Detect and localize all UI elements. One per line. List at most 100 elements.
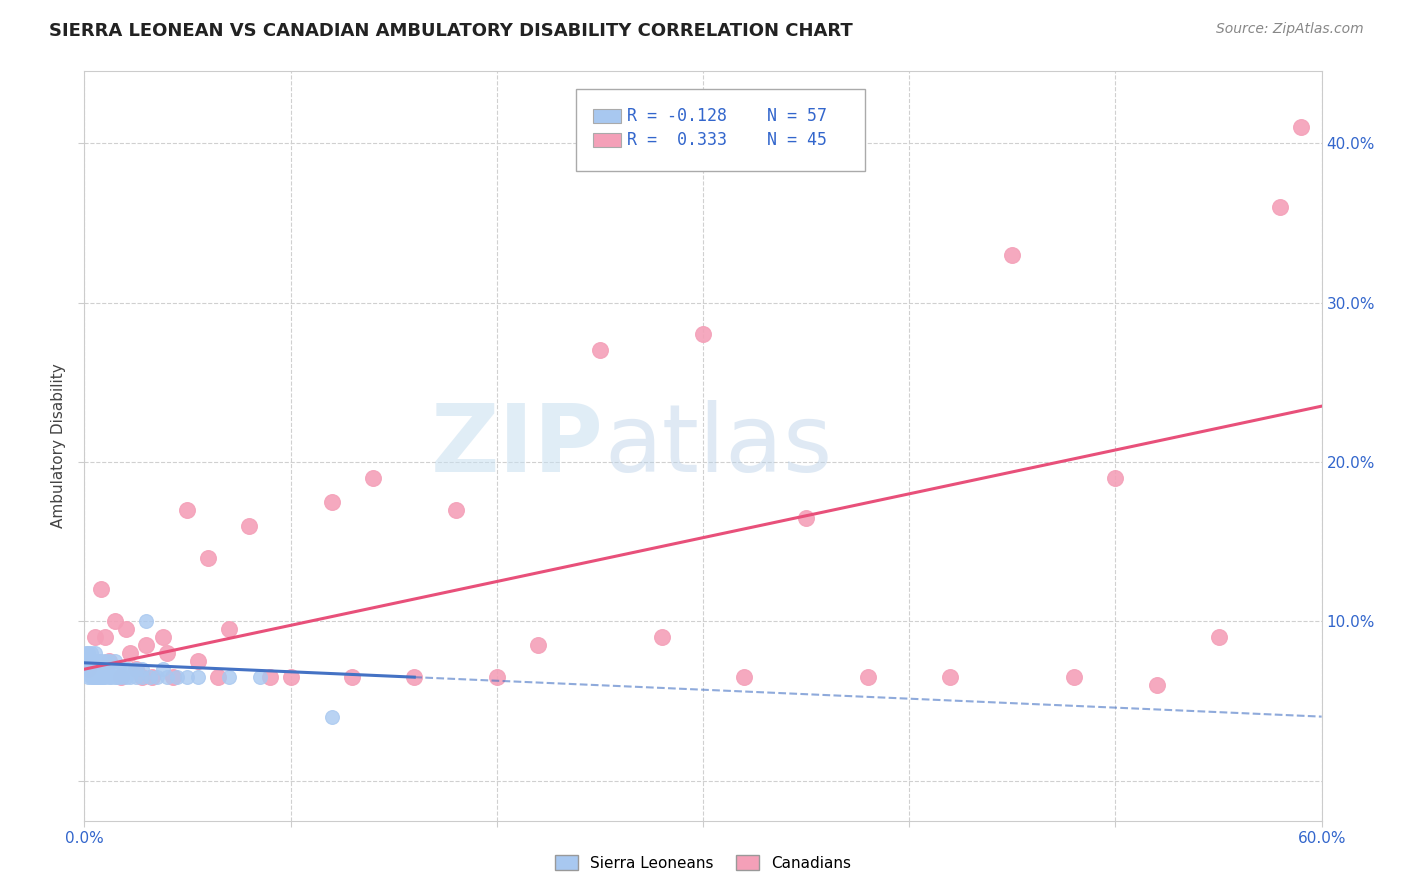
- Point: [91, 670, 114, 684]
- Point: [87, 662, 110, 676]
- Point: [108, 662, 131, 676]
- Point: [589, 343, 612, 358]
- Point: [79, 654, 101, 668]
- Point: [166, 670, 188, 684]
- Point: [94, 670, 117, 684]
- Point: [125, 662, 148, 676]
- Point: [77, 654, 100, 668]
- Point: [162, 670, 184, 684]
- Point: [131, 670, 153, 684]
- Point: [79, 646, 101, 660]
- Point: [321, 495, 343, 509]
- Point: [94, 630, 117, 644]
- Point: [692, 327, 714, 342]
- Point: [218, 670, 240, 684]
- Point: [104, 670, 127, 684]
- Point: [156, 646, 179, 660]
- Point: [207, 670, 229, 684]
- Point: [75, 662, 97, 676]
- Point: [118, 670, 141, 684]
- Point: [98, 670, 121, 684]
- Point: [118, 646, 141, 660]
- Point: [218, 623, 240, 637]
- Point: [83, 654, 105, 668]
- Point: [82, 662, 104, 676]
- Point: [125, 662, 148, 676]
- Point: [141, 670, 163, 684]
- Text: R = -0.128    N = 57: R = -0.128 N = 57: [627, 107, 827, 125]
- Point: [1001, 248, 1024, 262]
- Point: [83, 630, 105, 644]
- Point: [131, 662, 153, 676]
- Point: [176, 502, 198, 516]
- Point: [79, 670, 101, 684]
- Point: [82, 654, 104, 668]
- Point: [152, 662, 174, 676]
- Point: [342, 670, 364, 684]
- Point: [114, 670, 136, 684]
- Point: [77, 662, 100, 676]
- Point: [485, 670, 508, 684]
- Point: [125, 670, 148, 684]
- Text: SIERRA LEONEAN VS CANADIAN AMBULATORY DISABILITY CORRELATION CHART: SIERRA LEONEAN VS CANADIAN AMBULATORY DI…: [49, 22, 853, 40]
- Text: ZIP: ZIP: [432, 400, 605, 492]
- Point: [444, 502, 467, 516]
- Point: [90, 582, 112, 597]
- Point: [94, 654, 117, 668]
- Point: [197, 550, 219, 565]
- Point: [238, 518, 260, 533]
- Point: [91, 662, 114, 676]
- Point: [1146, 678, 1168, 692]
- Point: [110, 670, 132, 684]
- Point: [733, 670, 755, 684]
- Point: [527, 638, 550, 652]
- Legend: Sierra Leoneans, Canadians: Sierra Leoneans, Canadians: [548, 848, 858, 877]
- Point: [139, 670, 162, 684]
- Point: [117, 662, 139, 676]
- Point: [249, 670, 271, 684]
- Point: [77, 646, 100, 660]
- Point: [75, 646, 97, 660]
- Point: [939, 670, 962, 684]
- Point: [98, 654, 121, 668]
- Point: [856, 670, 879, 684]
- Point: [280, 670, 302, 684]
- Point: [87, 654, 110, 668]
- Point: [1270, 200, 1292, 214]
- Point: [86, 670, 108, 684]
- Point: [794, 510, 817, 524]
- Point: [404, 670, 426, 684]
- Point: [90, 654, 112, 668]
- Point: [135, 615, 157, 629]
- Point: [82, 670, 104, 684]
- Point: [100, 670, 122, 684]
- Point: [87, 670, 110, 684]
- Point: [1289, 120, 1312, 135]
- Point: [259, 670, 281, 684]
- Point: [361, 471, 384, 485]
- Point: [96, 662, 118, 676]
- Point: [104, 615, 127, 629]
- Point: [176, 670, 198, 684]
- Point: [145, 670, 167, 684]
- Text: R =  0.333    N = 45: R = 0.333 N = 45: [627, 131, 827, 149]
- Point: [135, 638, 157, 652]
- Point: [98, 654, 121, 668]
- Point: [187, 654, 209, 668]
- Point: [110, 670, 132, 684]
- Point: [104, 654, 127, 668]
- Point: [1063, 670, 1085, 684]
- Point: [131, 670, 153, 684]
- Point: [651, 630, 673, 644]
- Point: [103, 662, 125, 676]
- Point: [321, 710, 343, 724]
- Point: [77, 670, 100, 684]
- Point: [86, 654, 108, 668]
- Point: [79, 662, 101, 676]
- Point: [83, 670, 105, 684]
- Point: [156, 670, 179, 684]
- Point: [75, 654, 97, 668]
- Point: [90, 670, 112, 684]
- Text: Source: ZipAtlas.com: Source: ZipAtlas.com: [1216, 22, 1364, 37]
- Point: [105, 670, 128, 684]
